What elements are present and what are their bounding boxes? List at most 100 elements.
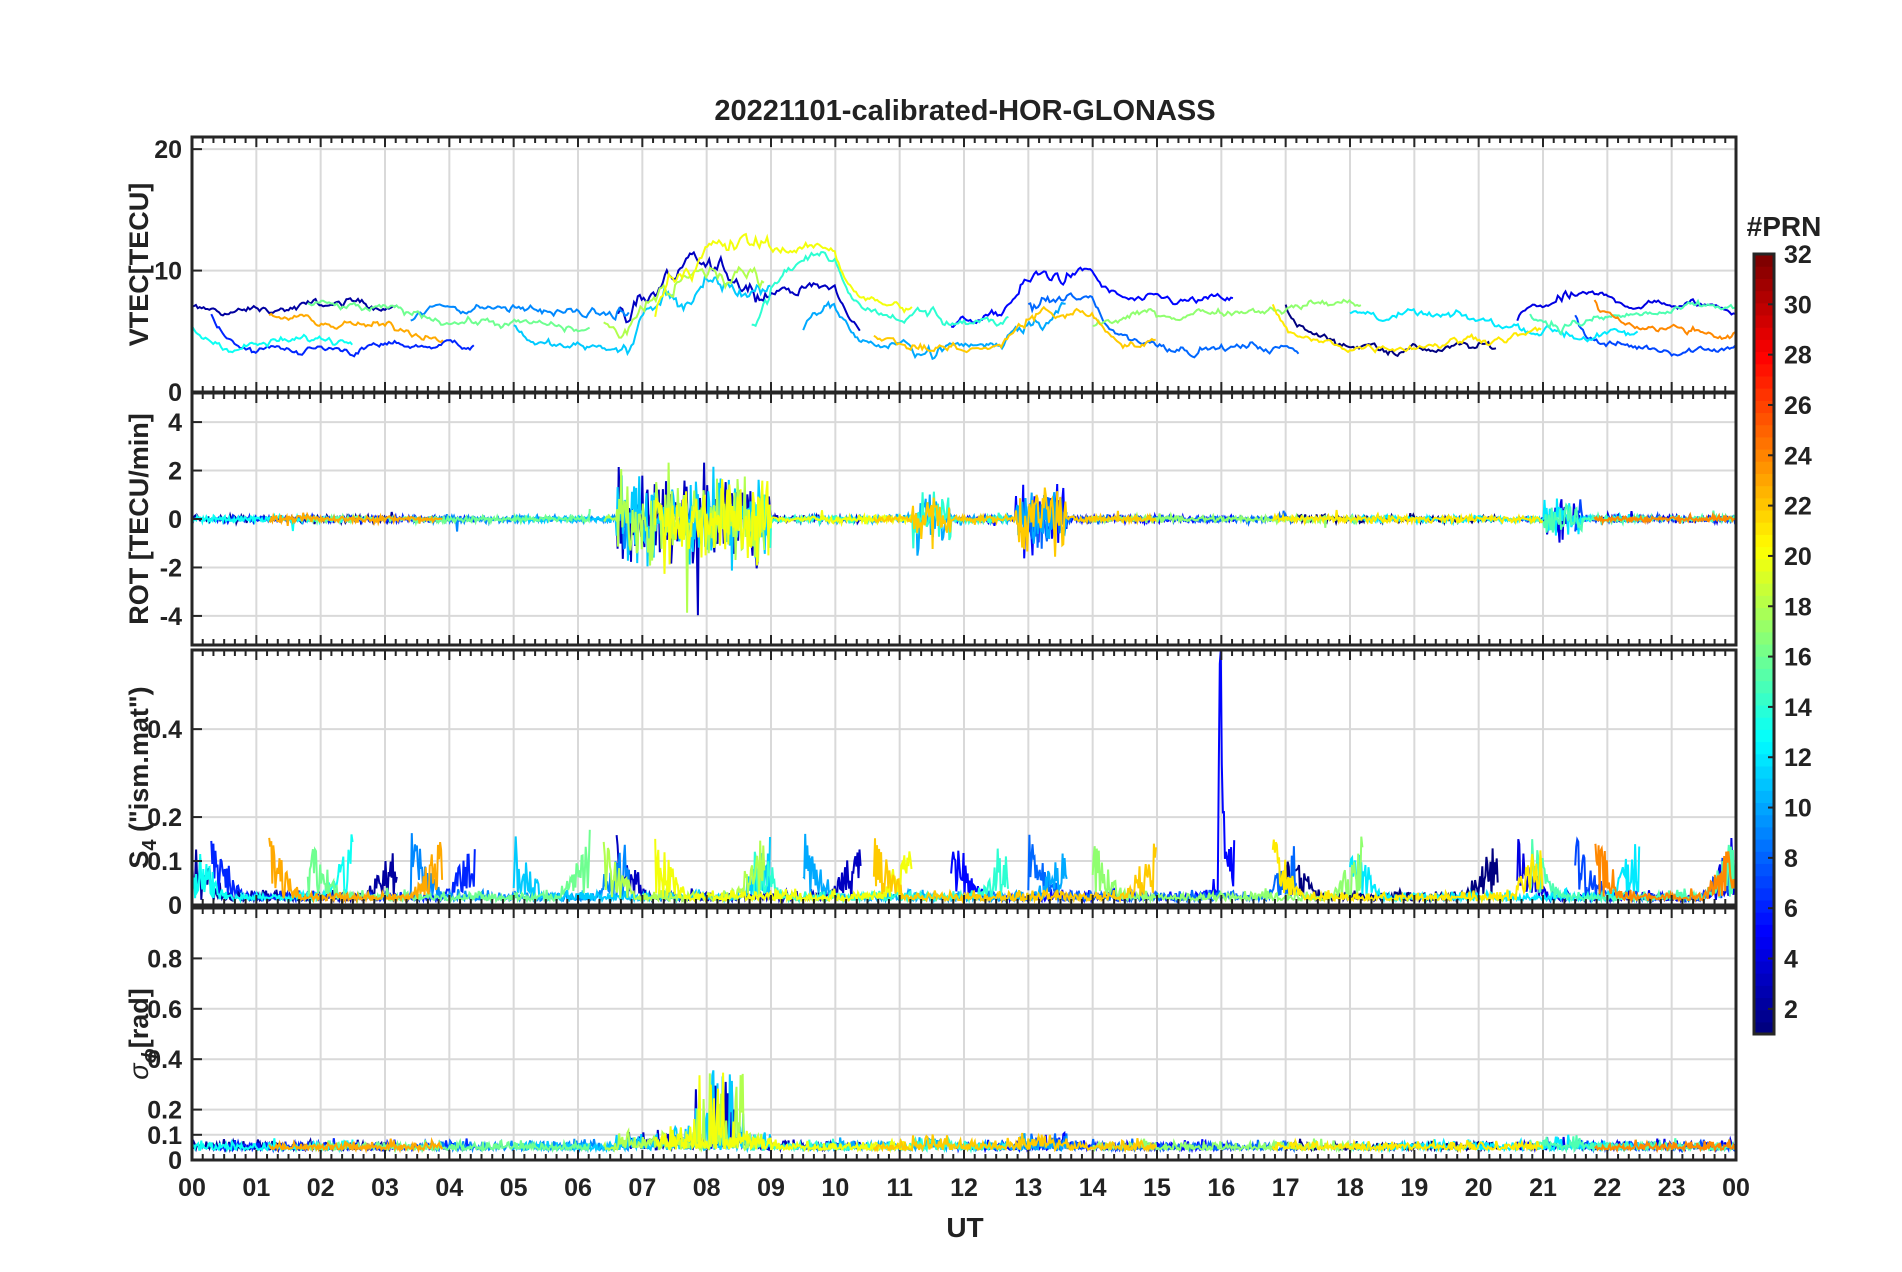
x-tick-label: 13 [1014, 1174, 1042, 1202]
series-prn-23 [268, 837, 444, 905]
colorbar-tick-label: 26 [1784, 392, 1812, 420]
y-axis-label: VTEC[TECU] [124, 183, 154, 347]
y-axis-label: ROT [TECU/min] [124, 413, 154, 624]
x-tick-label: 19 [1400, 1174, 1428, 1202]
colorbar-segment [1754, 558, 1774, 572]
y-axis-label-main: S [124, 851, 154, 869]
y-tick-label: 20 [154, 136, 182, 164]
series-prn-7 [1574, 314, 1736, 357]
colorbar-segment [1754, 570, 1774, 584]
y-axis-label-rest: ("ism.mat") [124, 686, 154, 839]
colorbar-segment [1754, 692, 1774, 706]
colorbar-segment [1754, 717, 1774, 730]
y-tick-label: 0 [168, 379, 182, 407]
colorbar-segment [1754, 485, 1774, 499]
x-tick-label: 20 [1465, 1174, 1493, 1202]
colorbar-tick-label: 24 [1784, 442, 1812, 470]
colorbar-segment [1754, 546, 1774, 560]
y-tick-label: -2 [160, 554, 182, 582]
x-tick-label: 03 [371, 1174, 399, 1202]
colorbar-segment [1754, 278, 1774, 292]
colorbar-segment [1754, 936, 1774, 950]
series-prn-21 [1271, 509, 1544, 527]
colorbar-segment [1754, 948, 1774, 962]
colorbar-segment [1754, 778, 1774, 791]
colorbar-segment [1754, 473, 1774, 487]
colorbar-segment [1754, 826, 1774, 840]
colorbar-segment [1754, 924, 1774, 938]
series-prn-17 [1091, 836, 1364, 904]
y-axis-label: σϕ[rad] [124, 988, 161, 1079]
colorbar-segment [1754, 644, 1774, 657]
colorbar-segment [1754, 729, 1774, 743]
series-prn-17 [1092, 298, 1362, 327]
y-axis-label: S4 ("ism.mat") [124, 686, 161, 868]
y-tick-label: 0.8 [147, 945, 182, 973]
y-tick-label: 10 [154, 258, 182, 286]
colorbar-segment [1754, 388, 1774, 401]
x-tick-label: 14 [1079, 1174, 1107, 1202]
y-tick-label: 0.6 [147, 996, 182, 1024]
colorbar-segment [1754, 339, 1774, 353]
colorbar-segment [1754, 790, 1774, 804]
y-axis-label-sub: ϕ [139, 1048, 161, 1063]
series-prn-10 [802, 300, 1066, 361]
x-tick-label: 02 [307, 1174, 335, 1202]
colorbar-tick-label: 18 [1784, 593, 1812, 621]
colorbar-segment [1754, 400, 1774, 414]
y-tick-label: 0 [168, 892, 182, 920]
x-tick-label: 18 [1336, 1174, 1364, 1202]
colorbar-tick-label: 20 [1784, 543, 1812, 571]
colorbar-segment [1754, 960, 1774, 974]
colorbar-segment [1754, 375, 1774, 389]
colorbar-segment [1754, 741, 1774, 755]
panel-4: 00.10.2 0.4 0.6 0.8 σϕ[rad] [124, 906, 1738, 1175]
colorbar-segment [1754, 351, 1774, 365]
x-tick-label: 12 [950, 1174, 978, 1202]
series-prn-13 [192, 325, 353, 354]
x-tick-label: 15 [1143, 1174, 1171, 1202]
colorbar-segment [1754, 863, 1774, 877]
colorbar-segment [1754, 839, 1774, 852]
colorbar-segment [1754, 522, 1774, 535]
colorbar-segment [1754, 302, 1774, 316]
colorbar-segment [1754, 753, 1774, 767]
y-axis-label-rest: [rad] [124, 988, 154, 1048]
series-prn-14 [751, 251, 1009, 328]
series-prn-12 [1349, 307, 1639, 343]
x-tick-label: 08 [693, 1174, 721, 1202]
series-prn-21 [1271, 1137, 1544, 1154]
colorbar-segment [1754, 899, 1774, 913]
series-prn-24 [1593, 299, 1736, 341]
colorbar-segment [1754, 668, 1774, 682]
series-prn-9 [410, 303, 630, 322]
x-tick-label: 16 [1207, 1174, 1235, 1202]
chart-title: 20221101-calibrated-HOR-GLONASS [714, 95, 1215, 127]
series-prn-24 [1593, 511, 1736, 526]
colorbar-segment [1754, 607, 1774, 621]
x-tick-label: 05 [500, 1174, 528, 1202]
y-tick-label: 4 [168, 409, 182, 437]
y-tick-label: 0 [168, 506, 182, 534]
y-tick-label: 0.4 [147, 716, 182, 744]
colorbar-segment [1754, 363, 1774, 377]
series-prn-20 [654, 232, 913, 317]
y-tick-label: 2 [168, 458, 182, 486]
x-tick-label: 07 [628, 1174, 656, 1202]
series-group [192, 232, 1736, 361]
series-prn-20 [654, 838, 913, 905]
colorbar-segment [1754, 412, 1774, 426]
colorbar-segment [1754, 424, 1774, 438]
colorbar-segment [1754, 1009, 1774, 1023]
x-tick-label: 00 [1722, 1174, 1750, 1202]
colorbar-segment [1754, 912, 1774, 925]
colorbar-segment [1754, 875, 1774, 889]
colorbar-segment [1754, 765, 1774, 779]
series-prn-5 [950, 266, 1234, 328]
colorbar-tick-label: 30 [1784, 291, 1812, 319]
series-prn-20 [654, 479, 913, 574]
